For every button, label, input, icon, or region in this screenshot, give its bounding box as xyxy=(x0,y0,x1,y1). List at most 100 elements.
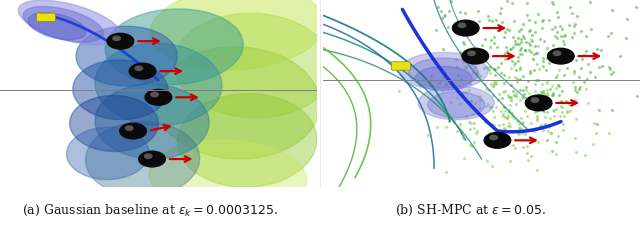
Point xyxy=(504,75,515,79)
Point xyxy=(463,88,474,91)
Point xyxy=(456,53,466,56)
Point xyxy=(516,27,526,31)
Point xyxy=(570,88,580,92)
Point xyxy=(502,0,512,3)
Point xyxy=(571,58,581,62)
Point xyxy=(582,77,592,80)
Point xyxy=(510,75,520,79)
Point xyxy=(542,94,552,97)
Ellipse shape xyxy=(149,140,307,216)
Text: (a) Gaussian baseline at $\epsilon_k = 0.0003125$.: (a) Gaussian baseline at $\epsilon_k = 0… xyxy=(22,203,278,218)
Point xyxy=(620,36,630,40)
Point xyxy=(570,71,580,75)
Point xyxy=(483,121,493,125)
Point xyxy=(458,136,468,140)
Point xyxy=(533,92,543,96)
Point xyxy=(490,82,500,86)
Point xyxy=(513,36,524,40)
Point xyxy=(513,131,523,135)
Circle shape xyxy=(125,126,133,130)
Point xyxy=(482,159,492,163)
Point xyxy=(574,87,584,91)
Point xyxy=(504,110,514,114)
Point xyxy=(481,104,492,108)
Point xyxy=(504,121,514,125)
Point xyxy=(518,88,528,92)
Point xyxy=(484,68,494,71)
Point xyxy=(564,23,574,27)
Point xyxy=(524,41,534,45)
Point xyxy=(515,37,525,41)
Point xyxy=(570,137,580,140)
Point xyxy=(549,115,559,118)
Point xyxy=(436,9,446,12)
Point xyxy=(467,31,477,34)
Point xyxy=(495,12,505,15)
Point xyxy=(559,43,569,46)
Point xyxy=(476,106,486,110)
Point xyxy=(503,124,513,128)
Point xyxy=(470,66,480,69)
Point xyxy=(506,47,516,51)
Point xyxy=(551,107,561,111)
Point xyxy=(538,89,548,93)
Circle shape xyxy=(129,63,156,79)
Point xyxy=(552,15,563,19)
Point xyxy=(502,49,513,53)
Point xyxy=(551,86,561,90)
Point xyxy=(516,52,527,55)
Point xyxy=(552,30,562,34)
Point xyxy=(475,74,485,77)
Point xyxy=(426,85,436,88)
Point xyxy=(431,126,442,129)
Point xyxy=(543,55,553,59)
Point xyxy=(533,140,543,143)
Ellipse shape xyxy=(399,52,488,90)
Ellipse shape xyxy=(67,127,149,180)
Ellipse shape xyxy=(155,47,320,159)
Point xyxy=(550,25,560,29)
Point xyxy=(533,78,543,82)
Point xyxy=(572,150,582,154)
Point xyxy=(520,40,531,44)
Ellipse shape xyxy=(150,0,325,70)
Point xyxy=(551,55,561,58)
Point xyxy=(518,120,529,124)
Point xyxy=(461,114,471,118)
Point xyxy=(511,77,522,81)
Ellipse shape xyxy=(76,26,177,86)
Point xyxy=(543,125,554,129)
Point xyxy=(503,141,513,145)
Point xyxy=(500,127,510,131)
Point xyxy=(509,19,519,23)
Circle shape xyxy=(458,23,466,27)
Point xyxy=(518,74,528,78)
Ellipse shape xyxy=(23,6,104,42)
Circle shape xyxy=(484,132,511,148)
Point xyxy=(469,140,479,143)
Point xyxy=(517,128,527,132)
Point xyxy=(486,82,496,86)
Point xyxy=(483,14,493,17)
Point xyxy=(557,110,567,113)
Point xyxy=(503,56,513,60)
Point xyxy=(536,90,547,94)
Point xyxy=(541,69,552,72)
Point xyxy=(586,27,596,31)
Point xyxy=(511,68,521,72)
Point xyxy=(545,87,555,91)
Circle shape xyxy=(107,33,134,49)
Point xyxy=(473,49,483,53)
Point xyxy=(426,74,436,78)
Point xyxy=(584,70,595,74)
Point xyxy=(507,59,517,63)
Point xyxy=(537,101,547,105)
Point xyxy=(512,80,522,84)
Point xyxy=(490,105,500,108)
Point xyxy=(542,57,552,60)
Point xyxy=(528,58,538,61)
Point xyxy=(579,80,589,84)
Point xyxy=(515,77,525,80)
Point xyxy=(508,89,518,92)
Point xyxy=(547,0,557,4)
